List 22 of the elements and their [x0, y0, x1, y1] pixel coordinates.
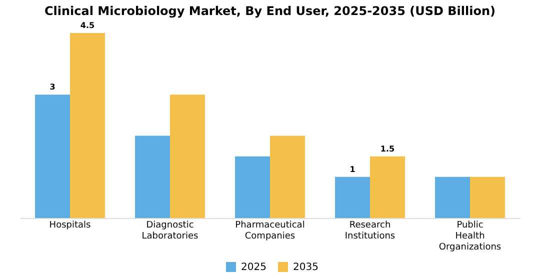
x-tick-label: Public Health Organizations: [438, 220, 502, 252]
bar: [170, 94, 205, 218]
legend-label: 2025: [241, 262, 266, 273]
x-tick-label: Pharmaceutical Companies: [235, 220, 305, 242]
data-label: 3: [50, 82, 56, 92]
bar: [470, 176, 505, 218]
x-tick-label: Research Institutions: [344, 220, 396, 242]
x-tick-label: Hospitals: [49, 220, 92, 230]
bar: [335, 176, 370, 218]
x-tick-label: Diagnostic Laboratories: [142, 220, 199, 242]
bar: [35, 94, 70, 218]
bar: [270, 136, 305, 218]
bar: [135, 136, 170, 218]
data-label: 1.5: [380, 144, 396, 154]
bar: [435, 176, 470, 218]
bar: [235, 156, 270, 218]
bar: [370, 156, 405, 218]
data-label: 4.5: [80, 21, 96, 30]
chart-title: Clinical Microbiology Market, By End User, 2025-2035 (USD Billion): [44, 4, 496, 18]
bar: [70, 33, 105, 218]
legend-label: 2035: [293, 262, 318, 273]
data-label: 1: [350, 164, 356, 174]
